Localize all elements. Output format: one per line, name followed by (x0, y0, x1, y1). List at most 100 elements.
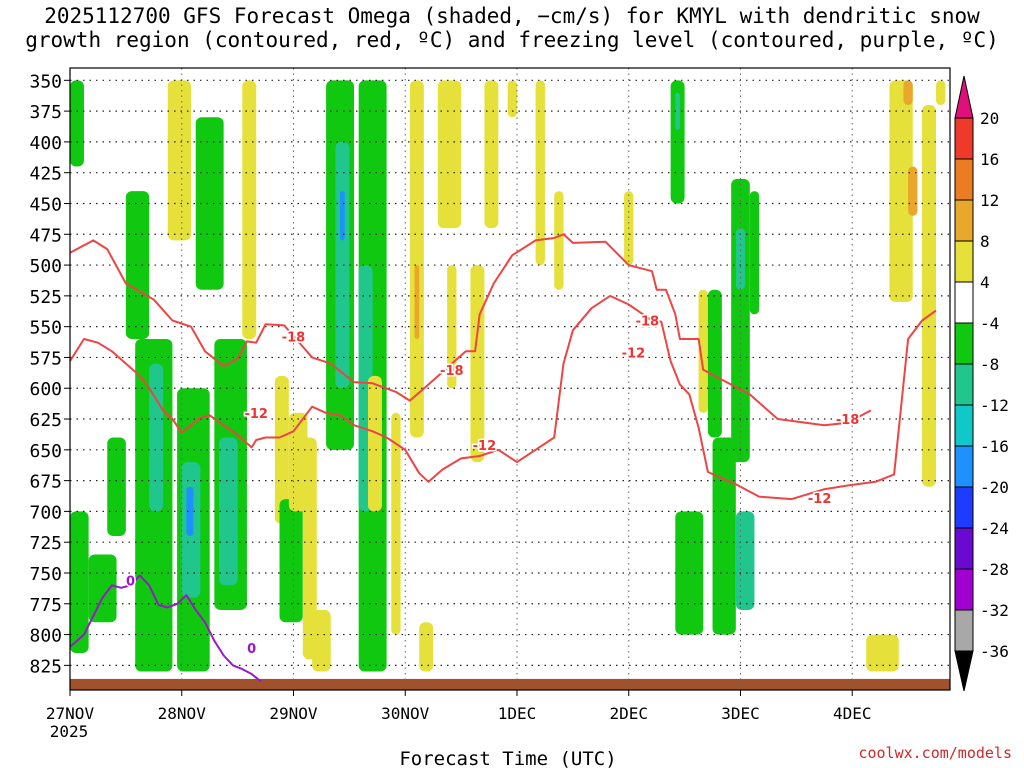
colorbar-band (954, 609, 974, 652)
omega-cell (167, 80, 192, 241)
colorbar-band (954, 281, 974, 324)
colorbar-label: -36 (980, 642, 1009, 661)
omega-cell (731, 178, 750, 463)
omega-cell (889, 80, 913, 303)
y-tick-label: 700 (29, 502, 62, 523)
contour-label: -12 (244, 407, 268, 422)
omega-cell (507, 80, 517, 118)
y-tick-label: 525 (29, 287, 62, 308)
y-tick-label: 475 (29, 225, 62, 246)
x-tick-label: 29NOV (269, 704, 318, 723)
colorbar-band (954, 445, 974, 488)
y-tick-label: 550 (29, 318, 62, 339)
pressure-axis: 350 375 400 425 450 475 500 525 550 575 600 625 650 6… (29, 71, 70, 677)
omega-cell (675, 511, 704, 635)
time-axis: 27NOV 28NOV 29NOV 30NOV 1DEC 2DEC 3DEC 4DEC (46, 690, 871, 723)
contour-label: -18 (282, 331, 306, 346)
colorbar-band (954, 404, 974, 447)
site-credit: coolwx.com/models (858, 744, 1012, 762)
y-tick-label: 725 (29, 533, 62, 554)
chart-title-line-2: growth region (contoured, red, ºC) and f… (25, 28, 999, 52)
colorbar-band (954, 117, 974, 160)
omega-cell (735, 511, 755, 610)
omega-cell (367, 375, 382, 512)
contour-label: -12 (808, 492, 832, 507)
omega-cell (908, 166, 918, 216)
omega-cell (88, 554, 117, 623)
omega-cell (749, 191, 760, 315)
colorbar-label: -16 (980, 437, 1009, 456)
omega-cell (340, 191, 345, 241)
plot-frame (69, 67, 951, 691)
chart-title: 2025112700 GFS Forecast Omega (shaded, −… (0, 4, 1024, 52)
omega-cell (470, 265, 485, 463)
omega-cell (391, 412, 401, 635)
omega-cell (195, 117, 224, 290)
colorbar-band (954, 199, 974, 242)
omega-cell (409, 80, 424, 438)
omega-cell (535, 80, 545, 266)
colorbar-band (954, 527, 974, 570)
colorbar-label: -12 (980, 396, 1009, 415)
omega-cell (903, 80, 913, 105)
omega-shading (70, 80, 946, 672)
omega-cell (735, 228, 746, 290)
y-tick-label: 375 (29, 102, 62, 123)
y-tick-label: 350 (29, 71, 62, 92)
omega-cell (302, 437, 317, 660)
omega-cell (186, 486, 194, 537)
isotherm-minus-12 (70, 294, 937, 501)
y-tick-label: 625 (29, 410, 62, 431)
omega-colorbar: 20 16 12 8 4 -4 -8 -12 -16 -20 -24 -28 -32 -36 (954, 75, 1009, 692)
x-tick-label: 27NOV (46, 704, 95, 723)
contour-label: 0 (126, 574, 135, 589)
y-tick-label: 750 (29, 564, 62, 585)
colorbar-label: 12 (980, 191, 999, 210)
colorbar-label: 20 (980, 109, 999, 128)
colorbar-label: -24 (980, 519, 1009, 538)
colorbar-label: 16 (980, 150, 999, 169)
y-tick-label: 825 (29, 656, 62, 677)
omega-cell (419, 622, 434, 672)
contour-label: -12 (473, 439, 497, 454)
y-tick-label: 575 (29, 348, 62, 369)
grid-lines (70, 68, 950, 690)
y-tick-label: 425 (29, 164, 62, 185)
x-tick-label: 1DEC (498, 704, 537, 723)
omega-cell (70, 80, 84, 167)
omega-cell (218, 437, 238, 586)
colorbar-band (954, 322, 974, 365)
colorbar-band (954, 363, 974, 406)
omega-cell (866, 634, 899, 672)
colorbar-label: -8 (980, 355, 999, 374)
omega-cell (274, 375, 289, 524)
colorbar-band (954, 240, 974, 283)
contour-label: -18 (636, 314, 660, 329)
colorbar-label: -32 (980, 601, 1009, 620)
omega-cell (279, 499, 303, 623)
colorbar-label: -20 (980, 478, 1009, 497)
colorbar-band (954, 486, 974, 529)
y-tick-label: 600 (29, 379, 62, 400)
x-tick-label: 30NOV (381, 704, 430, 723)
omega-cell (707, 289, 722, 438)
omega-cell (712, 437, 736, 635)
omega-cell (936, 80, 946, 105)
y-tick-label: 800 (29, 626, 62, 647)
omega-cell (70, 511, 89, 654)
omega-cell (312, 609, 331, 672)
x-tick-label: 28NOV (158, 704, 207, 723)
colorbar-label: 8 (980, 232, 990, 251)
chart-title-line-1: 2025112700 GFS Forecast Omega (shaded, −… (44, 4, 980, 28)
isotherm-minus-18 (70, 233, 872, 427)
colorbar-bottom-triangle (954, 650, 974, 692)
y-tick-label: 400 (29, 133, 62, 154)
y-tick-label: 675 (29, 472, 62, 493)
omega-cell (335, 141, 350, 389)
y-tick-label: 500 (29, 256, 62, 277)
omega-cell (414, 265, 420, 339)
terrain-ground (70, 678, 950, 690)
colorbar-label: -4 (980, 314, 999, 333)
omega-cell (484, 80, 499, 229)
